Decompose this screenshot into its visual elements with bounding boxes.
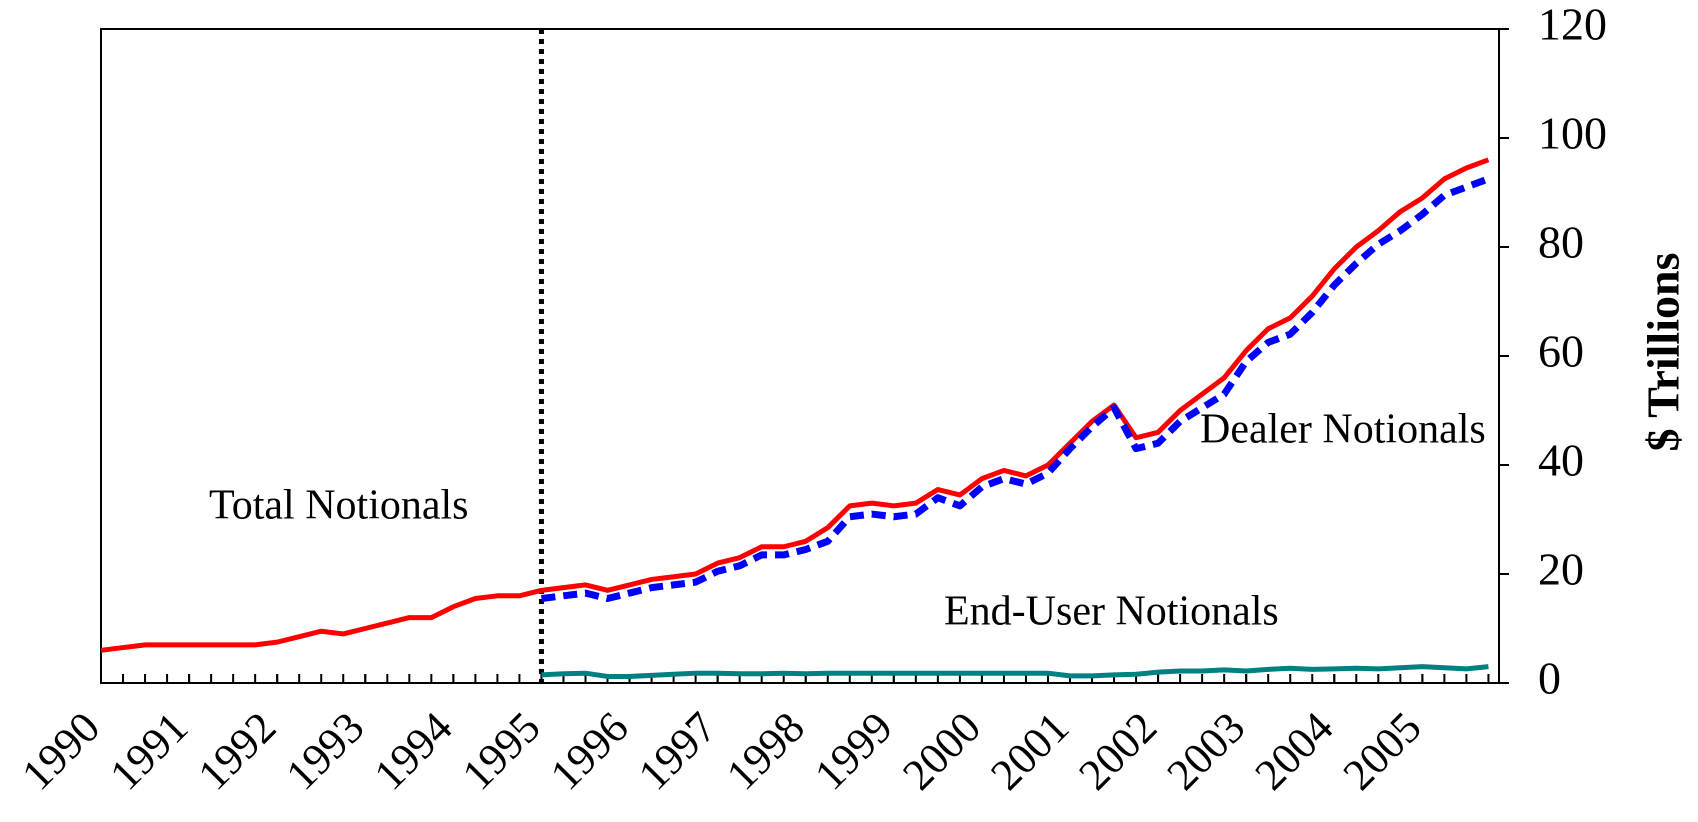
x-tick-label: 1998 xyxy=(717,703,814,800)
y-tick-label: 0 xyxy=(1538,653,1561,704)
x-tick-label: 1991 xyxy=(100,703,197,800)
x-tick-label: 1992 xyxy=(189,703,286,800)
y-tick-label: 20 xyxy=(1538,544,1584,595)
x-tick-label: 1996 xyxy=(541,703,638,800)
y-tick-label: 40 xyxy=(1538,435,1584,486)
x-tick-label: 1997 xyxy=(629,703,726,800)
x-tick-label: 2003 xyxy=(1158,703,1255,800)
series-line xyxy=(100,157,1490,653)
y-tick-label: 120 xyxy=(1538,0,1607,50)
y-tick-label: 60 xyxy=(1538,326,1584,377)
x-tick-label: 2002 xyxy=(1069,703,1166,800)
y-axis-label: $ Trillions xyxy=(1638,253,1689,452)
x-tick-label: 2000 xyxy=(893,703,990,800)
x-tick-label: 1994 xyxy=(365,703,462,800)
series-line xyxy=(541,664,1489,679)
annotation: Total Notionals xyxy=(209,483,469,529)
x-tick-label: 1990 xyxy=(12,703,109,800)
y-tick-label: 80 xyxy=(1538,217,1584,268)
x-tick-label: 1999 xyxy=(805,703,902,800)
plot-frame xyxy=(100,28,1500,684)
x-tick-label: 2001 xyxy=(981,703,1078,800)
annotation: End-User Notionals xyxy=(944,589,1279,635)
x-tick-label: 1993 xyxy=(277,703,374,800)
x-tick-label: 1995 xyxy=(453,703,550,800)
y-tick-label: 100 xyxy=(1538,108,1607,159)
x-tick-label: 2004 xyxy=(1246,703,1343,800)
x-tick-label: 2005 xyxy=(1334,703,1431,800)
annotation: Dealer Notionals xyxy=(1200,407,1486,453)
series-line xyxy=(541,175,1490,603)
